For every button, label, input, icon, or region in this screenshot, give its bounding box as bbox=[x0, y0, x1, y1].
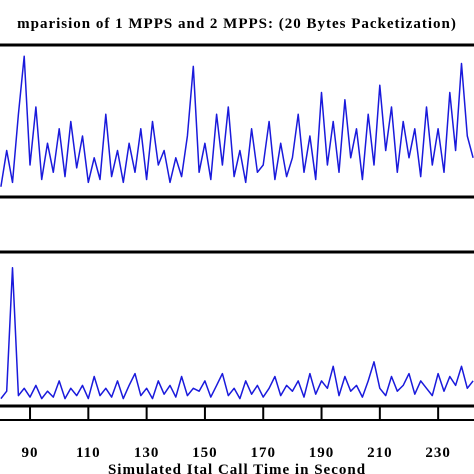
chart-title: mparision of 1 MPPS and 2 MPPS: (20 Byte… bbox=[17, 16, 457, 32]
x-tick-label: 150 bbox=[192, 445, 218, 461]
x-tick-label: 170 bbox=[250, 445, 276, 461]
x-tick-label: 90 bbox=[22, 445, 39, 461]
x-axis-label: Simulated Ital Call Time in Second bbox=[108, 462, 366, 474]
x-tick-label: 130 bbox=[134, 445, 160, 461]
x-tick-label: 230 bbox=[425, 445, 451, 461]
x-tick-label: 110 bbox=[76, 445, 101, 461]
data-line bbox=[0, 267, 474, 400]
x-tick-label: 210 bbox=[367, 445, 393, 461]
x-tick-label: 190 bbox=[309, 445, 335, 461]
data-line bbox=[0, 55, 474, 187]
